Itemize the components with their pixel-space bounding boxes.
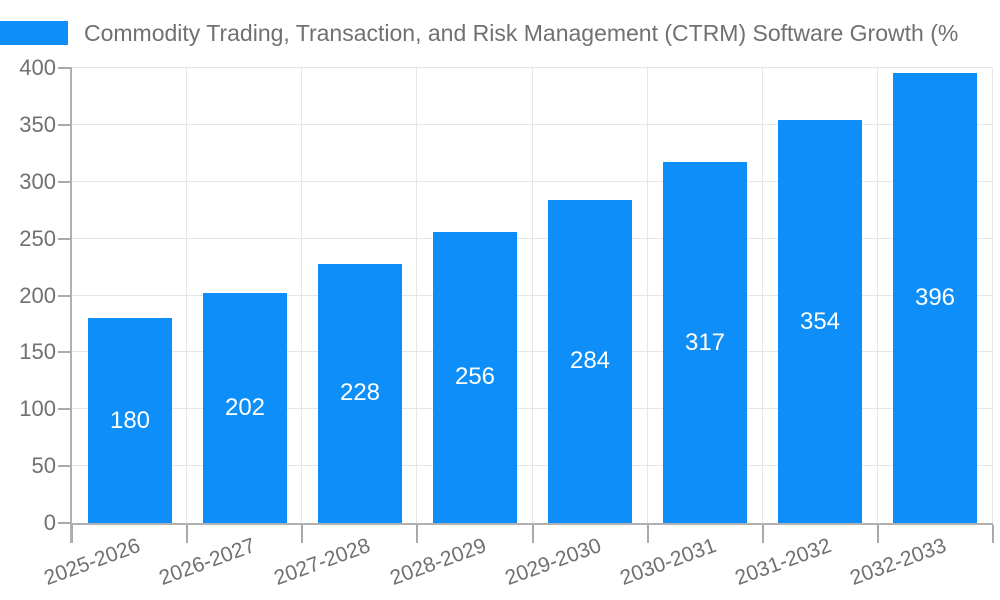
bar-2027-2028[interactable] xyxy=(318,264,402,523)
bar-value-label: 354 xyxy=(799,308,841,335)
x-tick-label: 2029-2030 xyxy=(501,534,604,590)
x-gridline xyxy=(186,68,187,523)
y-tick-label: 350 xyxy=(19,112,56,137)
x-tick-label: 2027-2028 xyxy=(271,534,374,590)
x-gridline xyxy=(877,68,878,523)
x-tick xyxy=(647,525,649,543)
y-gridline xyxy=(72,67,993,68)
x-tick-label: 2032-2033 xyxy=(847,534,950,590)
x-tick xyxy=(301,525,303,543)
bar-value-label: 228 xyxy=(339,379,381,406)
bar-2026-2027[interactable] xyxy=(203,293,287,523)
y-tick xyxy=(58,465,72,467)
x-axis-line xyxy=(70,523,993,525)
bar-2025-2026[interactable] xyxy=(88,318,172,523)
y-tick xyxy=(58,181,72,183)
bar-2029-2030[interactable] xyxy=(548,200,632,523)
y-tick xyxy=(58,522,72,524)
bar-value-label: 202 xyxy=(224,394,266,421)
x-tick xyxy=(762,525,764,543)
x-gridline xyxy=(762,68,763,523)
x-gridline xyxy=(416,68,417,523)
y-tick-label: 200 xyxy=(19,283,56,308)
legend-swatch-icon xyxy=(0,21,68,45)
chart-title: Commodity Trading, Transaction, and Risk… xyxy=(84,20,959,46)
bar-value-label: 180 xyxy=(109,407,151,434)
x-tick-label: 2028-2029 xyxy=(386,534,489,590)
y-tick-label: 50 xyxy=(31,453,56,478)
x-tick xyxy=(71,525,73,543)
bar-value-label: 284 xyxy=(569,347,611,374)
bar-2032-2033[interactable] xyxy=(893,73,977,523)
bar-2031-2032[interactable] xyxy=(778,120,862,523)
y-tick xyxy=(58,351,72,353)
x-tick xyxy=(877,525,879,543)
x-tick-label: 2025-2026 xyxy=(41,534,144,590)
x-tick-label: 2030-2031 xyxy=(616,534,720,590)
x-tick xyxy=(186,525,188,543)
y-axis-line xyxy=(70,68,72,543)
y-tick-label: 300 xyxy=(19,169,56,194)
y-tick-label: 150 xyxy=(19,339,56,364)
y-tick-label: 0 xyxy=(43,510,56,535)
y-tick xyxy=(58,124,72,126)
x-gridline xyxy=(992,68,993,523)
x-tick xyxy=(532,525,534,543)
y-tick xyxy=(58,67,72,69)
y-tick xyxy=(58,295,72,297)
x-tick xyxy=(416,525,418,543)
x-tick-label: 2026-2027 xyxy=(156,534,259,590)
bar-2030-2031[interactable] xyxy=(663,162,747,523)
x-gridline xyxy=(532,68,533,523)
y-tick-label: 400 xyxy=(19,55,56,80)
x-tick-label: 2031-2032 xyxy=(731,534,835,590)
x-gridline xyxy=(647,68,648,523)
y-tick-label: 100 xyxy=(19,396,56,421)
legend-item[interactable]: Commodity Trading, Transaction, and Risk… xyxy=(0,18,1000,48)
bar-2028-2029[interactable] xyxy=(433,232,517,523)
y-tick xyxy=(58,408,72,410)
y-tick-label: 250 xyxy=(19,226,56,251)
x-tick xyxy=(992,525,994,543)
x-gridline xyxy=(301,68,302,523)
bar-value-label: 317 xyxy=(684,329,726,356)
bar-value-label: 396 xyxy=(914,284,956,311)
y-tick xyxy=(58,238,72,240)
bar-value-label: 256 xyxy=(454,363,496,390)
